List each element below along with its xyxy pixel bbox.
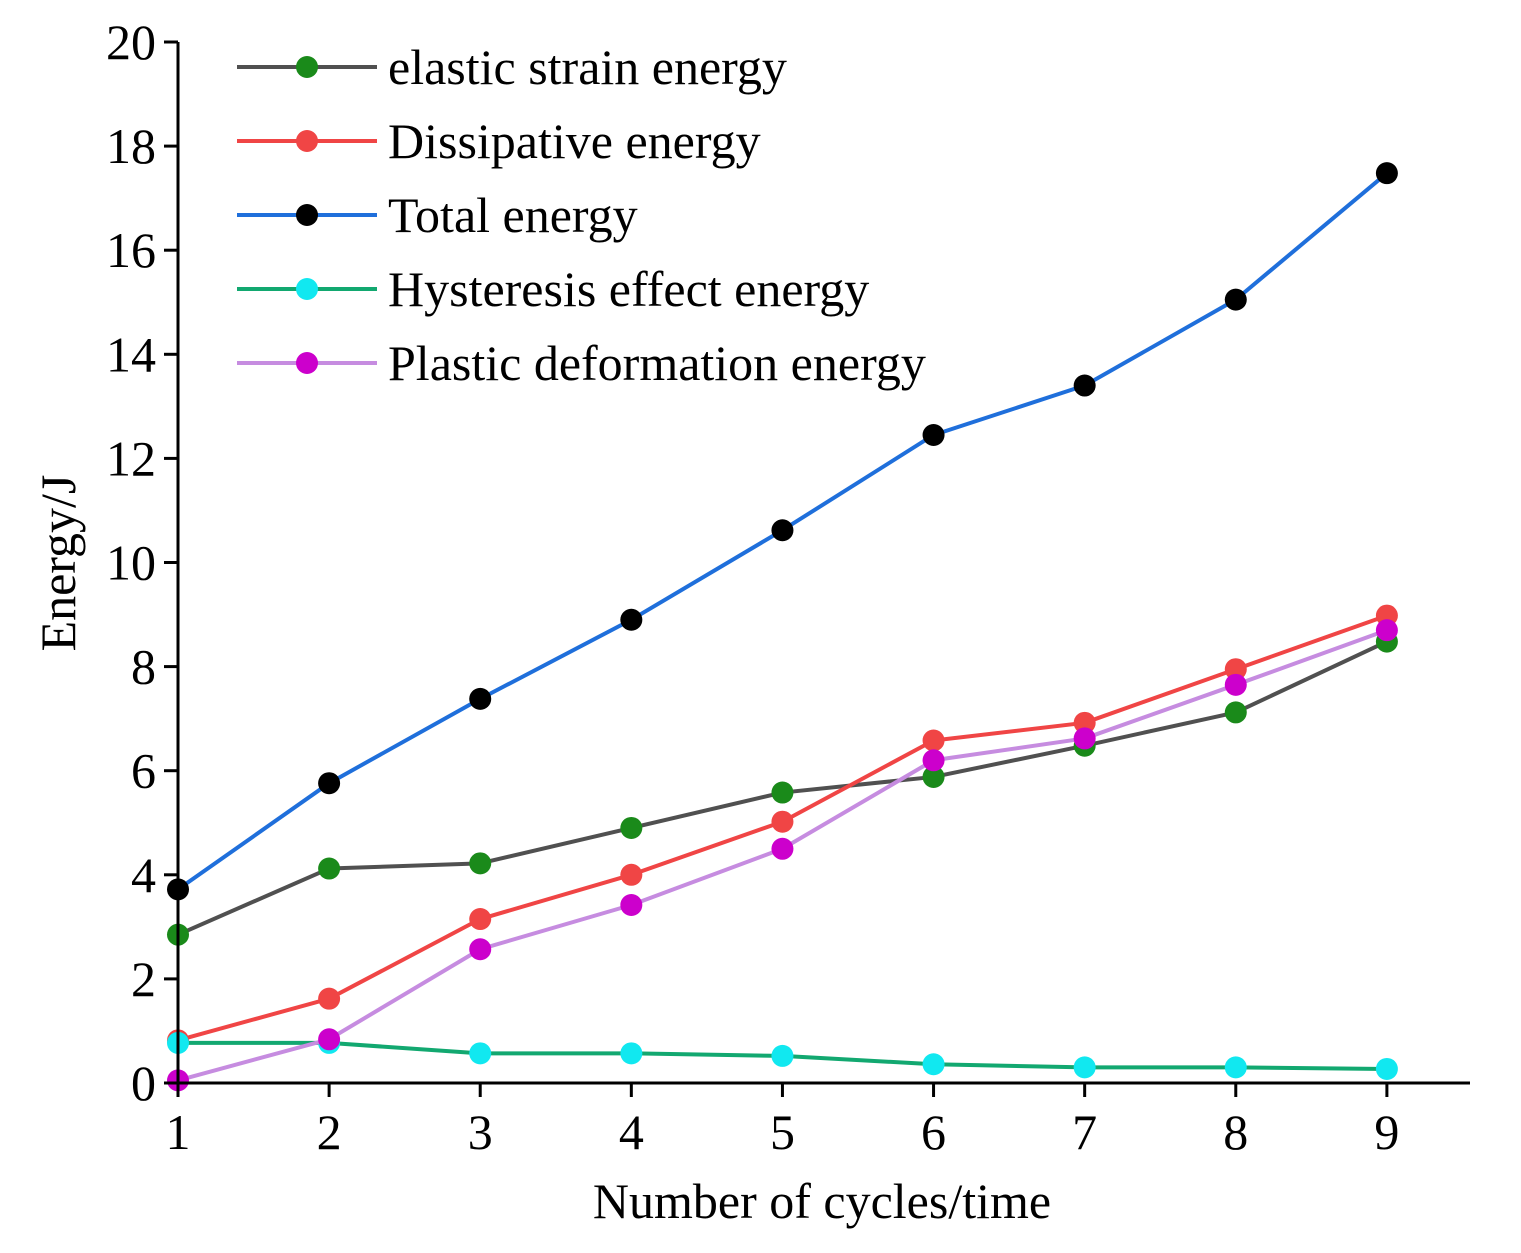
data-point <box>1224 673 1247 696</box>
y-tick-label: 0 <box>131 1055 156 1111</box>
legend-label: Dissipative energy <box>388 113 761 169</box>
x-tick-label: 1 <box>166 1104 191 1160</box>
series-total-energy <box>167 162 1398 901</box>
x-tick-label: 3 <box>468 1104 493 1160</box>
legend-item: Plastic deformation energy <box>237 335 926 391</box>
data-point <box>620 1042 643 1065</box>
y-tick-label: 10 <box>106 535 156 591</box>
plot-area <box>167 162 1398 1092</box>
data-point <box>771 1044 794 1067</box>
data-point <box>1073 727 1096 750</box>
data-point <box>469 1042 492 1065</box>
data-point <box>1073 711 1096 734</box>
series-hysteresis-effect-energy <box>167 1031 1398 1080</box>
legend-item: Total energy <box>237 187 638 243</box>
data-point <box>318 772 341 795</box>
data-point <box>1375 162 1398 185</box>
data-point <box>771 837 794 860</box>
x-tick-label: 8 <box>1223 1104 1248 1160</box>
y-tick-label: 14 <box>106 326 156 382</box>
data-point <box>1375 619 1398 642</box>
legend-label: Total energy <box>388 187 638 243</box>
legend-label: Hysteresis effect energy <box>388 261 869 317</box>
data-point <box>771 810 794 833</box>
legend-item: Dissipative energy <box>237 113 761 169</box>
legend-item: elastic strain energy <box>237 39 787 95</box>
legend-marker <box>296 352 318 374</box>
data-point <box>922 765 945 788</box>
y-tick-label: 16 <box>106 222 156 278</box>
data-point <box>620 608 643 631</box>
data-point <box>1224 1056 1247 1079</box>
data-point <box>1375 1057 1398 1080</box>
data-point <box>620 893 643 916</box>
data-point <box>469 852 492 875</box>
x-axis-title: Number of cycles/time <box>593 1173 1051 1229</box>
data-point <box>620 816 643 839</box>
legend-marker <box>296 278 318 300</box>
x-tick-label: 9 <box>1374 1104 1399 1160</box>
y-tick-label: 8 <box>131 639 156 695</box>
data-point <box>922 423 945 446</box>
legend-marker <box>296 130 318 152</box>
y-tick-label: 18 <box>106 118 156 174</box>
legend-label: Plastic deformation energy <box>388 335 926 391</box>
data-point <box>469 687 492 710</box>
x-tick-label: 5 <box>770 1104 795 1160</box>
y-axis-title: Energy/J <box>30 475 86 652</box>
x-tick-label: 4 <box>619 1104 644 1160</box>
y-tick-label: 12 <box>106 430 156 486</box>
y-tick-label: 4 <box>131 847 156 903</box>
legend-label: elastic strain energy <box>388 39 787 95</box>
series-dissipative-energy <box>167 604 1398 1052</box>
data-point <box>922 1053 945 1076</box>
data-point <box>318 987 341 1010</box>
data-point <box>1224 288 1247 311</box>
data-point <box>1224 658 1247 681</box>
legend: elastic strain energy Dissipative energy T… <box>237 39 926 391</box>
data-point <box>318 857 341 880</box>
y-tick-label: 6 <box>131 743 156 799</box>
data-point <box>922 749 945 772</box>
data-point <box>318 1028 341 1051</box>
y-tick-label: 20 <box>106 14 156 70</box>
series-plastic-deformation-energy <box>167 619 1398 1092</box>
x-tick-label: 6 <box>921 1104 946 1160</box>
x-tick-label: 7 <box>1072 1104 1097 1160</box>
data-point <box>1073 1056 1096 1079</box>
data-point <box>469 908 492 931</box>
x-tick-label: 2 <box>317 1104 342 1160</box>
data-point <box>469 938 492 961</box>
data-point <box>771 781 794 804</box>
y-tick-label: 2 <box>131 951 156 1007</box>
data-point <box>1073 374 1096 397</box>
legend-marker <box>296 204 318 226</box>
legend-item: Hysteresis effect energy <box>237 261 869 317</box>
legend-marker <box>296 56 318 78</box>
data-point <box>922 729 945 752</box>
data-point <box>620 863 643 886</box>
data-point <box>771 519 794 542</box>
data-point <box>1224 701 1247 724</box>
